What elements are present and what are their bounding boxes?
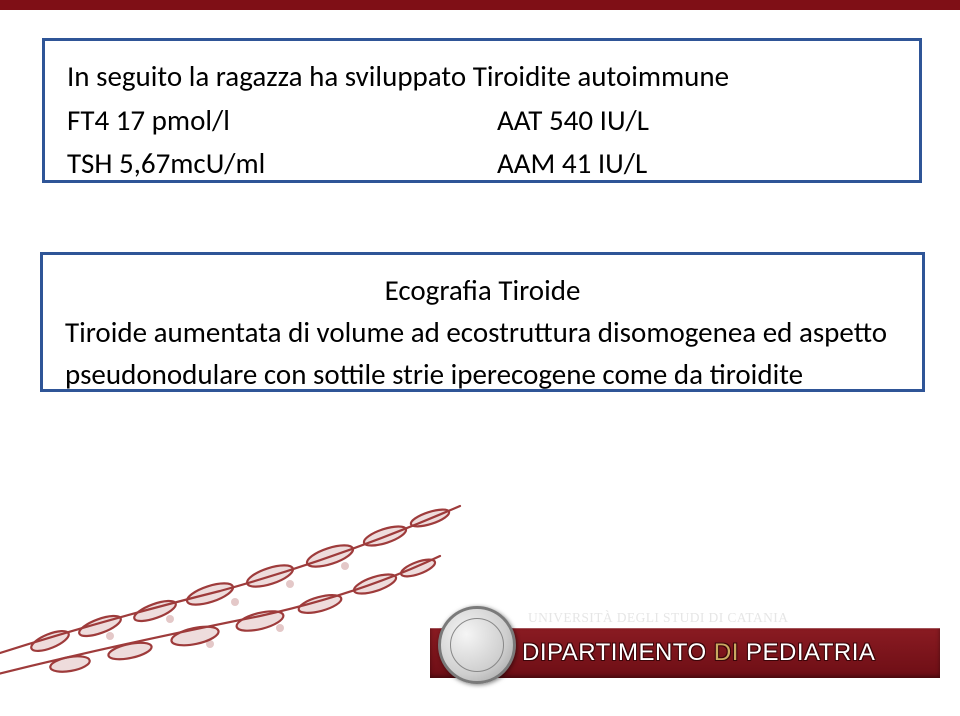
ecografia-body: Tiroide aumentata di volume ad ecostrutt… xyxy=(65,311,900,395)
info-box-ecografia: Ecografia Tiroide Tiroide aumentata di v… xyxy=(40,252,925,392)
labs-row-3: TSH 5,67mcU/ml AAM 41 IU/L xyxy=(67,142,897,186)
dept-bar: DIPARTIMENTO DI PEDIATRIA xyxy=(430,628,940,678)
dept-post: PEDIATRIA xyxy=(739,639,876,666)
labs-row-2: FT4 17 pmol/l AAT 540 IU/L xyxy=(67,99,897,143)
university-seal-icon xyxy=(438,606,516,684)
labs-ft4: FT4 17 pmol/l xyxy=(67,99,497,143)
top-accent-bar xyxy=(0,0,960,10)
department-title: DIPARTIMENTO DI PEDIATRIA xyxy=(522,639,875,667)
labs-tsh: TSH 5,67mcU/ml xyxy=(67,142,497,186)
olive-branch-decor xyxy=(0,476,480,696)
labs-intro-line: In seguito la ragazza ha sviluppato Tiro… xyxy=(67,55,897,99)
info-box-labs: In seguito la ragazza ha sviluppato Tiro… xyxy=(42,38,922,183)
footer-band: UNIVERSITÀ DEGLI STUDI DI CATANIA DIPART… xyxy=(430,610,940,688)
dept-pre: DIPARTIMENTO xyxy=(522,639,714,666)
ecografia-title: Ecografia Tiroide xyxy=(65,269,900,311)
dept-di: DI xyxy=(714,639,739,666)
labs-aat: AAT 540 IU/L xyxy=(497,99,649,143)
labs-aam: AAM 41 IU/L xyxy=(497,142,647,186)
